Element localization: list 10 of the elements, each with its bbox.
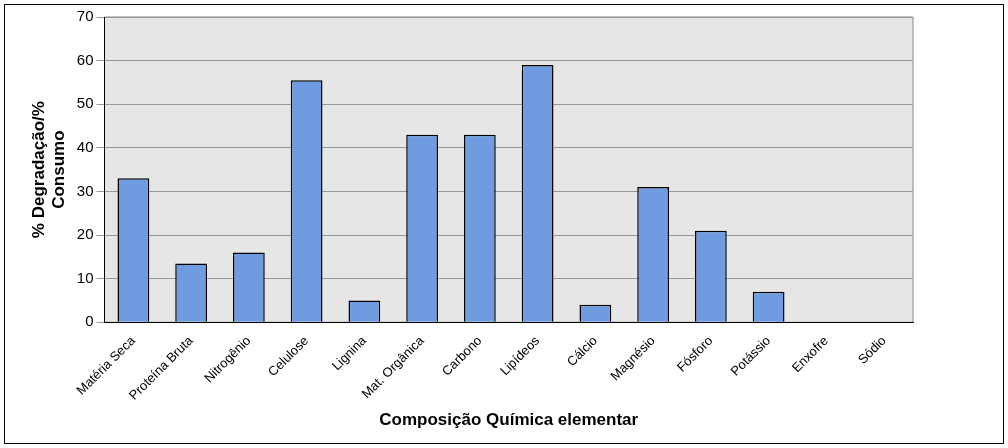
y-tick-label: 70	[76, 7, 94, 25]
y-tick-label: 60	[76, 50, 94, 68]
y-tick-label: 50	[76, 94, 94, 112]
x-axis-title: Composição Química elementar	[379, 410, 639, 430]
y-tick-label: 40	[76, 137, 94, 155]
y-tick-label: 20	[76, 225, 94, 243]
y-axis-title: % Degradação/% Consumo	[28, 101, 69, 239]
y-tick-label: 10	[76, 268, 94, 286]
y-tick-label: 30	[76, 181, 94, 199]
y-tick-label: 0	[85, 312, 94, 330]
